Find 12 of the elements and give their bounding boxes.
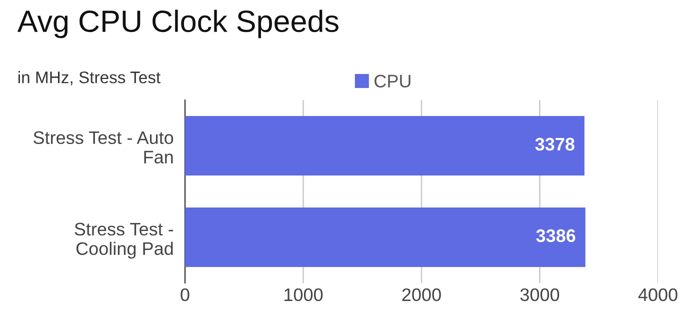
legend-label: CPU	[374, 74, 410, 88]
x-tick-label: 1000	[284, 288, 323, 302]
chart-title: Avg CPU Clock Speeds	[17, 10, 338, 38]
y-tick-label: Stress Test - Cooling Pad	[74, 222, 174, 259]
chart-subtitle: in MHz, Stress Test	[18, 71, 160, 86]
x-tick-label: 4000	[638, 288, 678, 302]
x-tick-label: 2000	[402, 288, 441, 302]
x-tick-label: 3000	[520, 288, 560, 302]
data-label: 3386	[536, 229, 576, 242]
x-tick-label: 0	[180, 288, 190, 302]
data-label: 3378	[535, 138, 574, 151]
y-tick-label: Stress Test - Auto Fan	[34, 131, 174, 164]
